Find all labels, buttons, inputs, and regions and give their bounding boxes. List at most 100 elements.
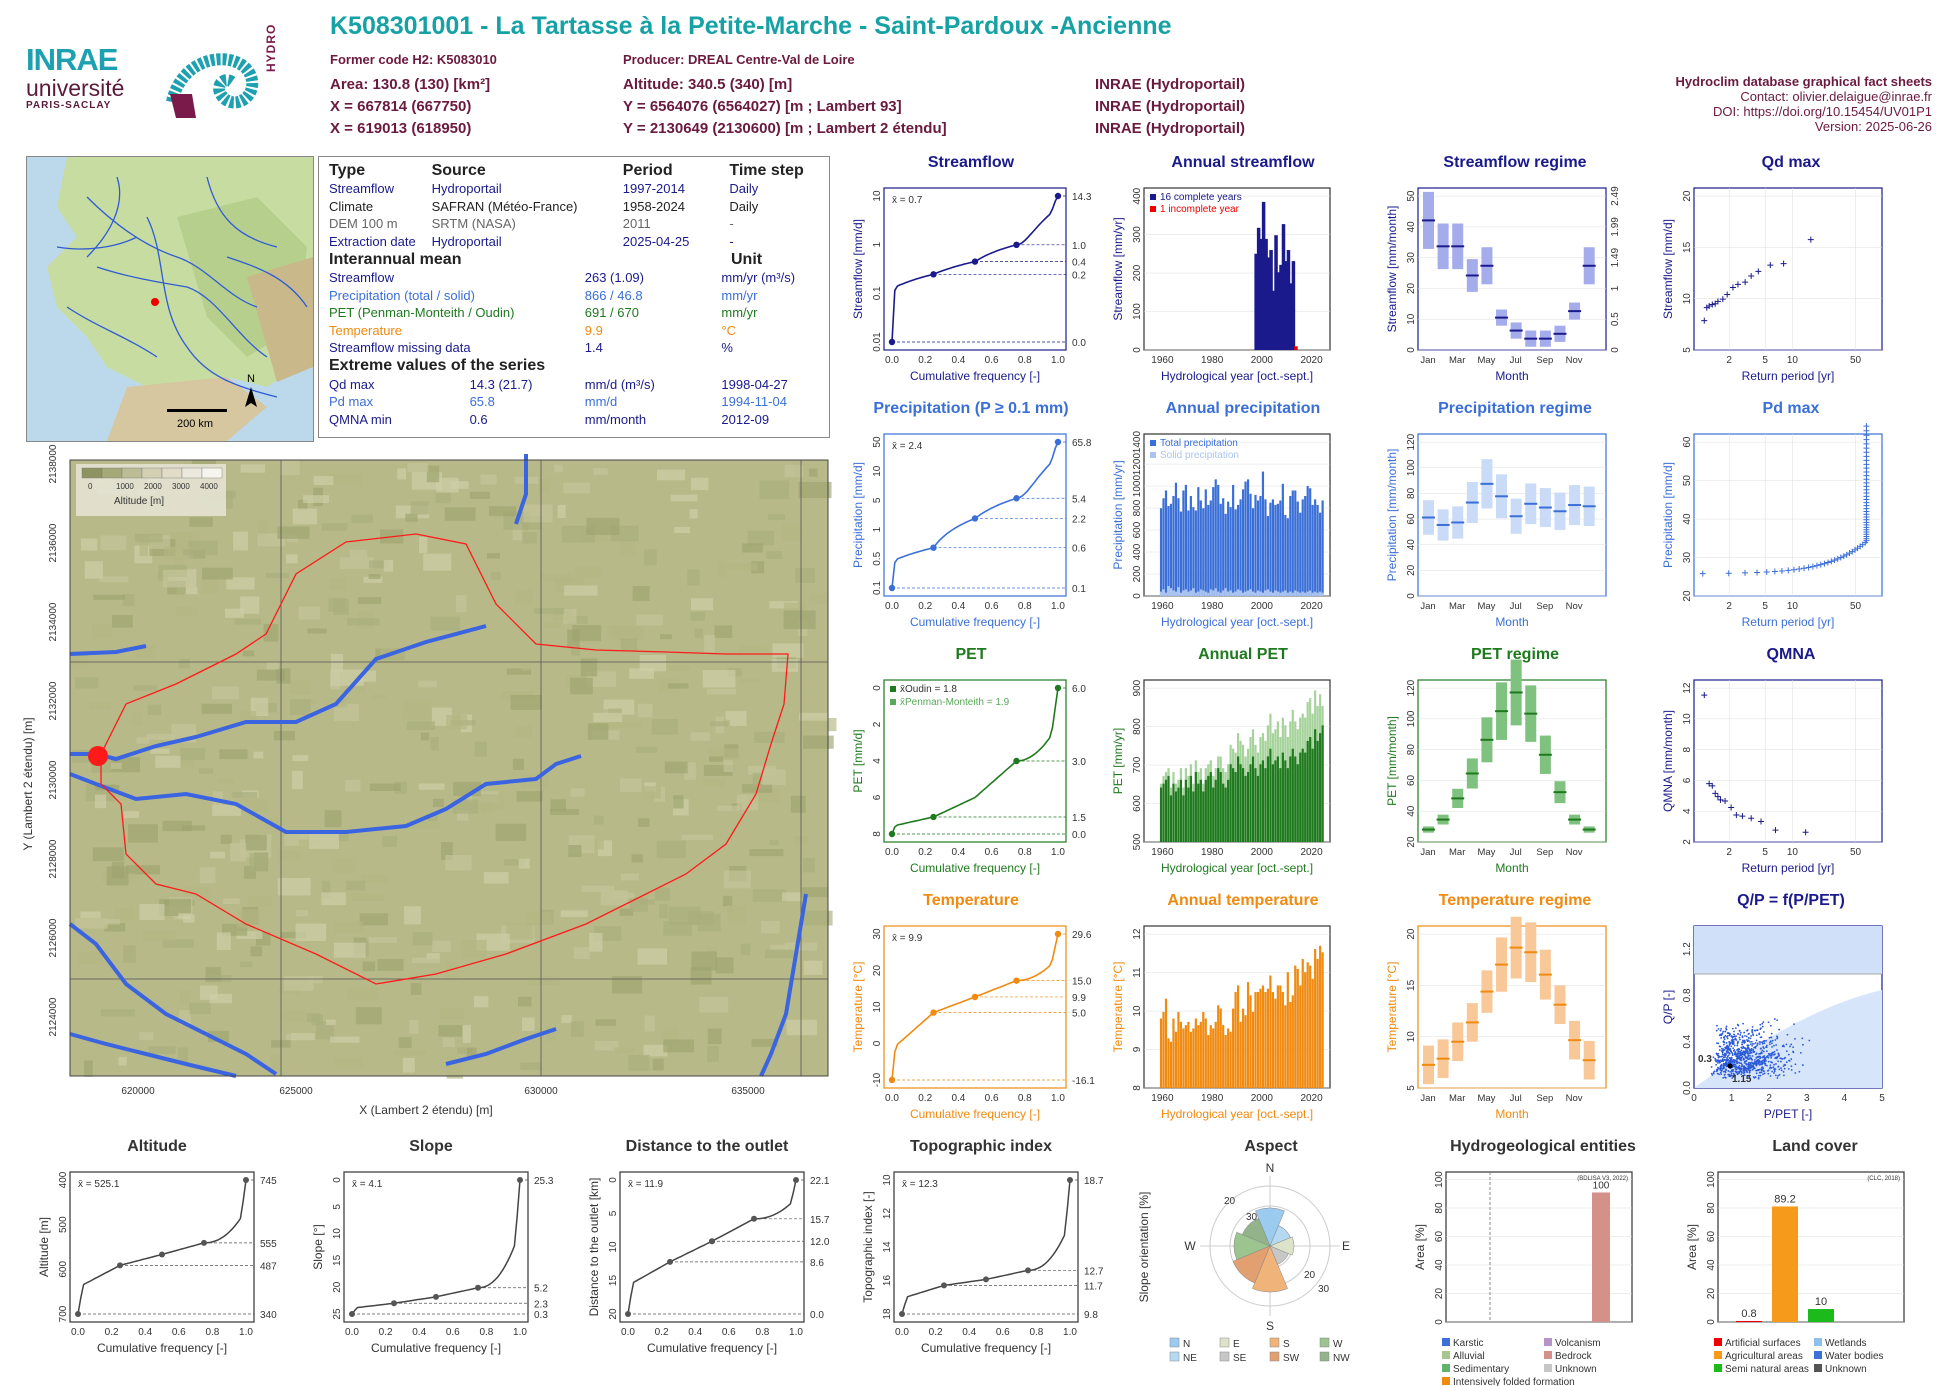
qp-point <box>1727 1059 1729 1061</box>
qp-point <box>1777 1060 1779 1063</box>
bar-oudin <box>1217 768 1220 842</box>
qp-point <box>1739 1031 1742 1034</box>
bar-oudin <box>1159 787 1163 842</box>
qp-point <box>1729 1074 1732 1077</box>
legend-swatch <box>1442 1338 1450 1346</box>
bar-solid <box>1204 591 1207 596</box>
map-ytick: 2126000 <box>48 918 59 957</box>
altitude: Altitude: 340.5 (340) [m] <box>623 76 793 93</box>
qp-point <box>1742 1051 1744 1053</box>
qp-point <box>1737 1066 1740 1068</box>
y-axis-label: Temperature [°C] <box>1385 962 1399 1053</box>
qp-point <box>1738 1068 1741 1070</box>
terrain-patch <box>790 795 806 813</box>
terrain-patch <box>181 825 206 831</box>
annual-bar <box>1187 1021 1190 1088</box>
mean-value: 1.4 <box>584 340 603 356</box>
xtick-label: 5 <box>1762 355 1768 366</box>
y-axis-label: Temperature [°C] <box>851 962 865 1053</box>
xtick-label: 10 <box>1787 847 1799 858</box>
terrain-patch <box>568 845 582 857</box>
quantile-label: 0.6 <box>1072 544 1086 555</box>
legend-label: Sedimentary <box>1453 1364 1509 1375</box>
ytick-label: 10 <box>1132 1005 1143 1017</box>
bar-oudin <box>1174 791 1178 842</box>
annual-bar <box>1264 238 1268 350</box>
qp-point <box>1717 1056 1720 1059</box>
terrain-patch <box>122 593 135 607</box>
bar-total <box>1246 479 1250 596</box>
qp-point <box>1778 1073 1781 1076</box>
qp-point <box>1786 1033 1789 1036</box>
terrain-patch <box>143 930 176 942</box>
qp-point <box>1794 1063 1797 1066</box>
map-ytick: 2134000 <box>48 602 59 641</box>
bar-total <box>1169 503 1173 596</box>
qp-point <box>1765 1044 1768 1047</box>
qp-point <box>1735 1066 1737 1069</box>
terrain-patch <box>373 693 386 700</box>
quantile-point <box>159 1251 165 1258</box>
legend-label: Water bodies <box>1825 1351 1884 1362</box>
bar-solid <box>1202 590 1205 596</box>
terrain-patch <box>690 477 709 491</box>
bar-total <box>1179 511 1183 596</box>
qp-point <box>1738 1061 1740 1064</box>
map-xtick: 635000 <box>731 1086 765 1097</box>
terrain-patch <box>782 523 803 541</box>
xtick-label: 10 <box>1787 601 1799 612</box>
quantile-label: 12.7 <box>1084 1266 1104 1277</box>
terrain-patch <box>118 1056 127 1066</box>
ytick-label: 80 <box>1434 1202 1445 1214</box>
y-axis-label: PET [mm/month] <box>1385 716 1399 806</box>
doi-link[interactable]: DOI: https://doi.org/10.15454/UV01P1 <box>1713 104 1932 119</box>
ytick-label: 60 <box>1706 1231 1717 1243</box>
xtick-label: 0.2 <box>655 1327 669 1338</box>
paris-saclay-wordmark: PARIS-SACLAY <box>26 100 112 111</box>
bar-total <box>1279 500 1282 596</box>
terrain-patch <box>240 961 253 968</box>
terrain-patch <box>563 482 591 494</box>
data-point <box>1796 566 1803 573</box>
month-label: Nov <box>1566 355 1583 366</box>
annual-bar <box>1256 992 1260 1088</box>
terrain-patch <box>636 614 664 626</box>
bar-solid <box>1274 590 1277 596</box>
terrain-patch <box>94 794 107 809</box>
qp-point <box>1787 1053 1790 1056</box>
annual-bar <box>1204 1018 1207 1088</box>
terrain-patch <box>469 491 490 499</box>
qp-point <box>1775 1044 1778 1046</box>
xtick-label: 0.0 <box>885 601 899 612</box>
bar-total <box>1227 501 1230 596</box>
panel-title: Annual temperature <box>1167 892 1319 909</box>
bar-solid <box>1199 589 1202 596</box>
x-axis-label: Cumulative frequency [-] <box>921 1341 1051 1355</box>
qp-point <box>1750 1064 1753 1067</box>
quantile-point <box>1013 241 1020 249</box>
terrain-patch <box>613 1047 635 1054</box>
bar-total <box>1212 487 1215 596</box>
qp-point <box>1755 1034 1758 1037</box>
data-point <box>1828 558 1835 565</box>
qp-point <box>1773 1072 1775 1074</box>
contact[interactable]: Contact: olivier.delaigue@inrae.fr <box>1740 89 1932 104</box>
legend-label: Volcanism <box>1555 1338 1601 1349</box>
terrain-patch <box>798 481 832 499</box>
terrain-patch <box>439 1007 465 1019</box>
qp-point <box>1738 1070 1741 1073</box>
terrain-patch <box>207 1030 230 1043</box>
bar-label: 89.2 <box>1774 1193 1795 1205</box>
y-lambert93: Y = 6564076 (6564027) [m ; Lambert 93] <box>623 98 902 115</box>
terrain-patch <box>189 1002 211 1015</box>
data-point <box>1712 790 1719 797</box>
terrain-patch <box>88 702 111 710</box>
qp-point <box>1754 1047 1757 1049</box>
bedrock-bar <box>1592 1192 1610 1322</box>
ytick-label: 20 <box>872 965 883 977</box>
terrain-patch <box>438 1025 462 1037</box>
ytick-label: 5 <box>1682 347 1693 353</box>
panel-pd_max: Pd max 20 30 40 50 60 2 5 10 50 Return period [yr]… <box>1660 400 1922 645</box>
